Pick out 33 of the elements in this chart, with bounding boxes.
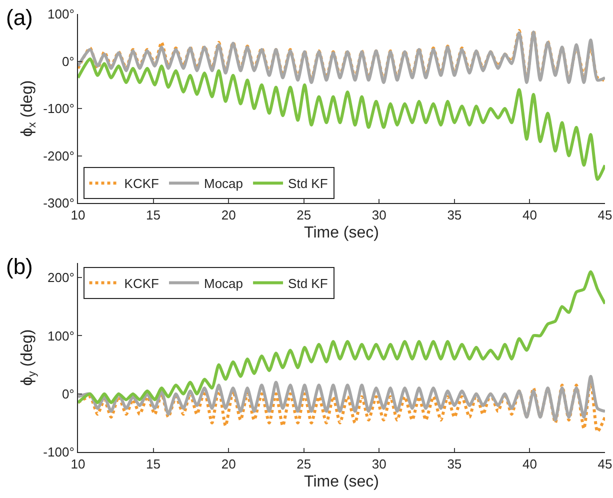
x-tick-label: 20 — [221, 456, 236, 472]
y-tick-label: 200° — [48, 270, 74, 286]
x-axis-title: Time (sec) — [304, 473, 379, 490]
legend-label: KCKF — [124, 176, 159, 192]
x-tick-label: 35 — [447, 208, 462, 223]
y-tick-label: 0° — [62, 386, 74, 402]
x-tick-label: 15 — [146, 456, 161, 472]
y-tick-label: 100° — [48, 6, 74, 22]
x-tick-label: 30 — [372, 456, 386, 472]
legend-label: KCKF — [124, 276, 159, 291]
x-tick-label: 30 — [372, 208, 386, 223]
x-tick-label: 40 — [522, 456, 537, 472]
x-tick-label: 40 — [522, 208, 537, 223]
legend-label: Mocap — [204, 176, 244, 192]
x-tick-label: 35 — [447, 456, 462, 472]
y-tick-label: 0° — [62, 54, 74, 69]
y-tick-label: -100° — [43, 101, 74, 116]
x-tick-label: 25 — [296, 208, 312, 223]
legend-label: Std KF — [288, 176, 328, 192]
legend-label: Mocap — [204, 276, 244, 291]
y-tick-label: -200° — [43, 148, 74, 164]
text: (a) — [6, 5, 33, 30]
x-tick-label: 25 — [296, 456, 312, 472]
y-tick-label: 100° — [48, 328, 74, 344]
x-tick-label: 45 — [598, 208, 612, 223]
text: (b) — [6, 254, 33, 279]
x-tick-label: 20 — [221, 208, 236, 223]
line-series — [78, 374, 605, 422]
x-tick-label: 45 — [598, 456, 612, 472]
x-tick-label: 15 — [146, 208, 161, 223]
line-series — [78, 270, 605, 404]
x-axis-title: Time (sec) — [304, 224, 379, 242]
legend-label: Std KF — [288, 276, 328, 291]
